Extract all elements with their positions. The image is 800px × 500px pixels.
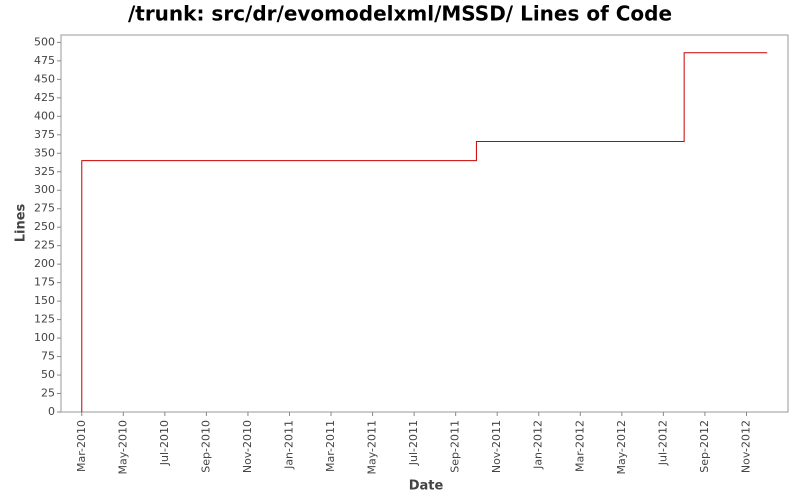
x-tick-label: Sep-2011 (449, 420, 462, 473)
y-tick-label: 25 (41, 387, 55, 400)
y-tick-label: 125 (34, 313, 55, 326)
x-tick-label: Nov-2012 (739, 420, 752, 473)
y-tick-label: 100 (34, 331, 55, 344)
plot-area (60, 34, 789, 413)
y-tick-label: 400 (34, 109, 55, 122)
y-tick-label: 0 (48, 405, 55, 418)
x-tick-label: Sep-2010 (199, 420, 212, 473)
x-tick-label: Jul-2011 (407, 420, 420, 466)
y-tick-label: 250 (34, 220, 55, 233)
x-tick-label: Nov-2010 (241, 420, 254, 473)
y-tick-label: 500 (34, 35, 55, 48)
y-tick-label: 225 (34, 239, 55, 252)
x-tick-label: Jul-2010 (158, 420, 171, 466)
y-tick-label: 450 (34, 72, 55, 85)
y-tick-label: 350 (34, 146, 55, 159)
x-tick-label: Jul-2012 (656, 420, 669, 466)
x-axis-label: Date (409, 479, 444, 494)
y-tick-label: 50 (41, 368, 55, 381)
y-tick-label: 375 (34, 128, 55, 141)
y-tick-label: 425 (34, 91, 55, 104)
x-tick-label: Jan-2011 (282, 420, 295, 470)
x-tick-label: Nov-2011 (490, 420, 503, 473)
x-tick-label: May-2010 (116, 420, 129, 475)
x-tick-label: Sep-2012 (698, 420, 711, 473)
y-tick-label: 300 (34, 183, 55, 196)
y-axis-label: Lines (14, 203, 29, 242)
x-tick-label: Jan-2012 (532, 420, 545, 470)
x-tick-label: Mar-2010 (75, 420, 88, 472)
x-tick-label: Mar-2011 (324, 420, 337, 472)
x-tick-label: May-2011 (366, 420, 379, 475)
y-tick-label: 275 (34, 202, 55, 215)
y-tick-label: 475 (34, 54, 55, 67)
y-tick-label: 150 (34, 294, 55, 307)
chart-title: /trunk: src/dr/evomodelxml/MSSD/ Lines o… (128, 2, 672, 26)
y-tick-label: 200 (34, 257, 55, 270)
y-tick-label: 175 (34, 276, 55, 289)
y-tick-label: 75 (41, 350, 55, 363)
line-series (81, 52, 768, 412)
x-tick-label: May-2012 (615, 420, 628, 475)
x-tick-label: Mar-2012 (573, 420, 586, 472)
y-tick-label: 325 (34, 165, 55, 178)
